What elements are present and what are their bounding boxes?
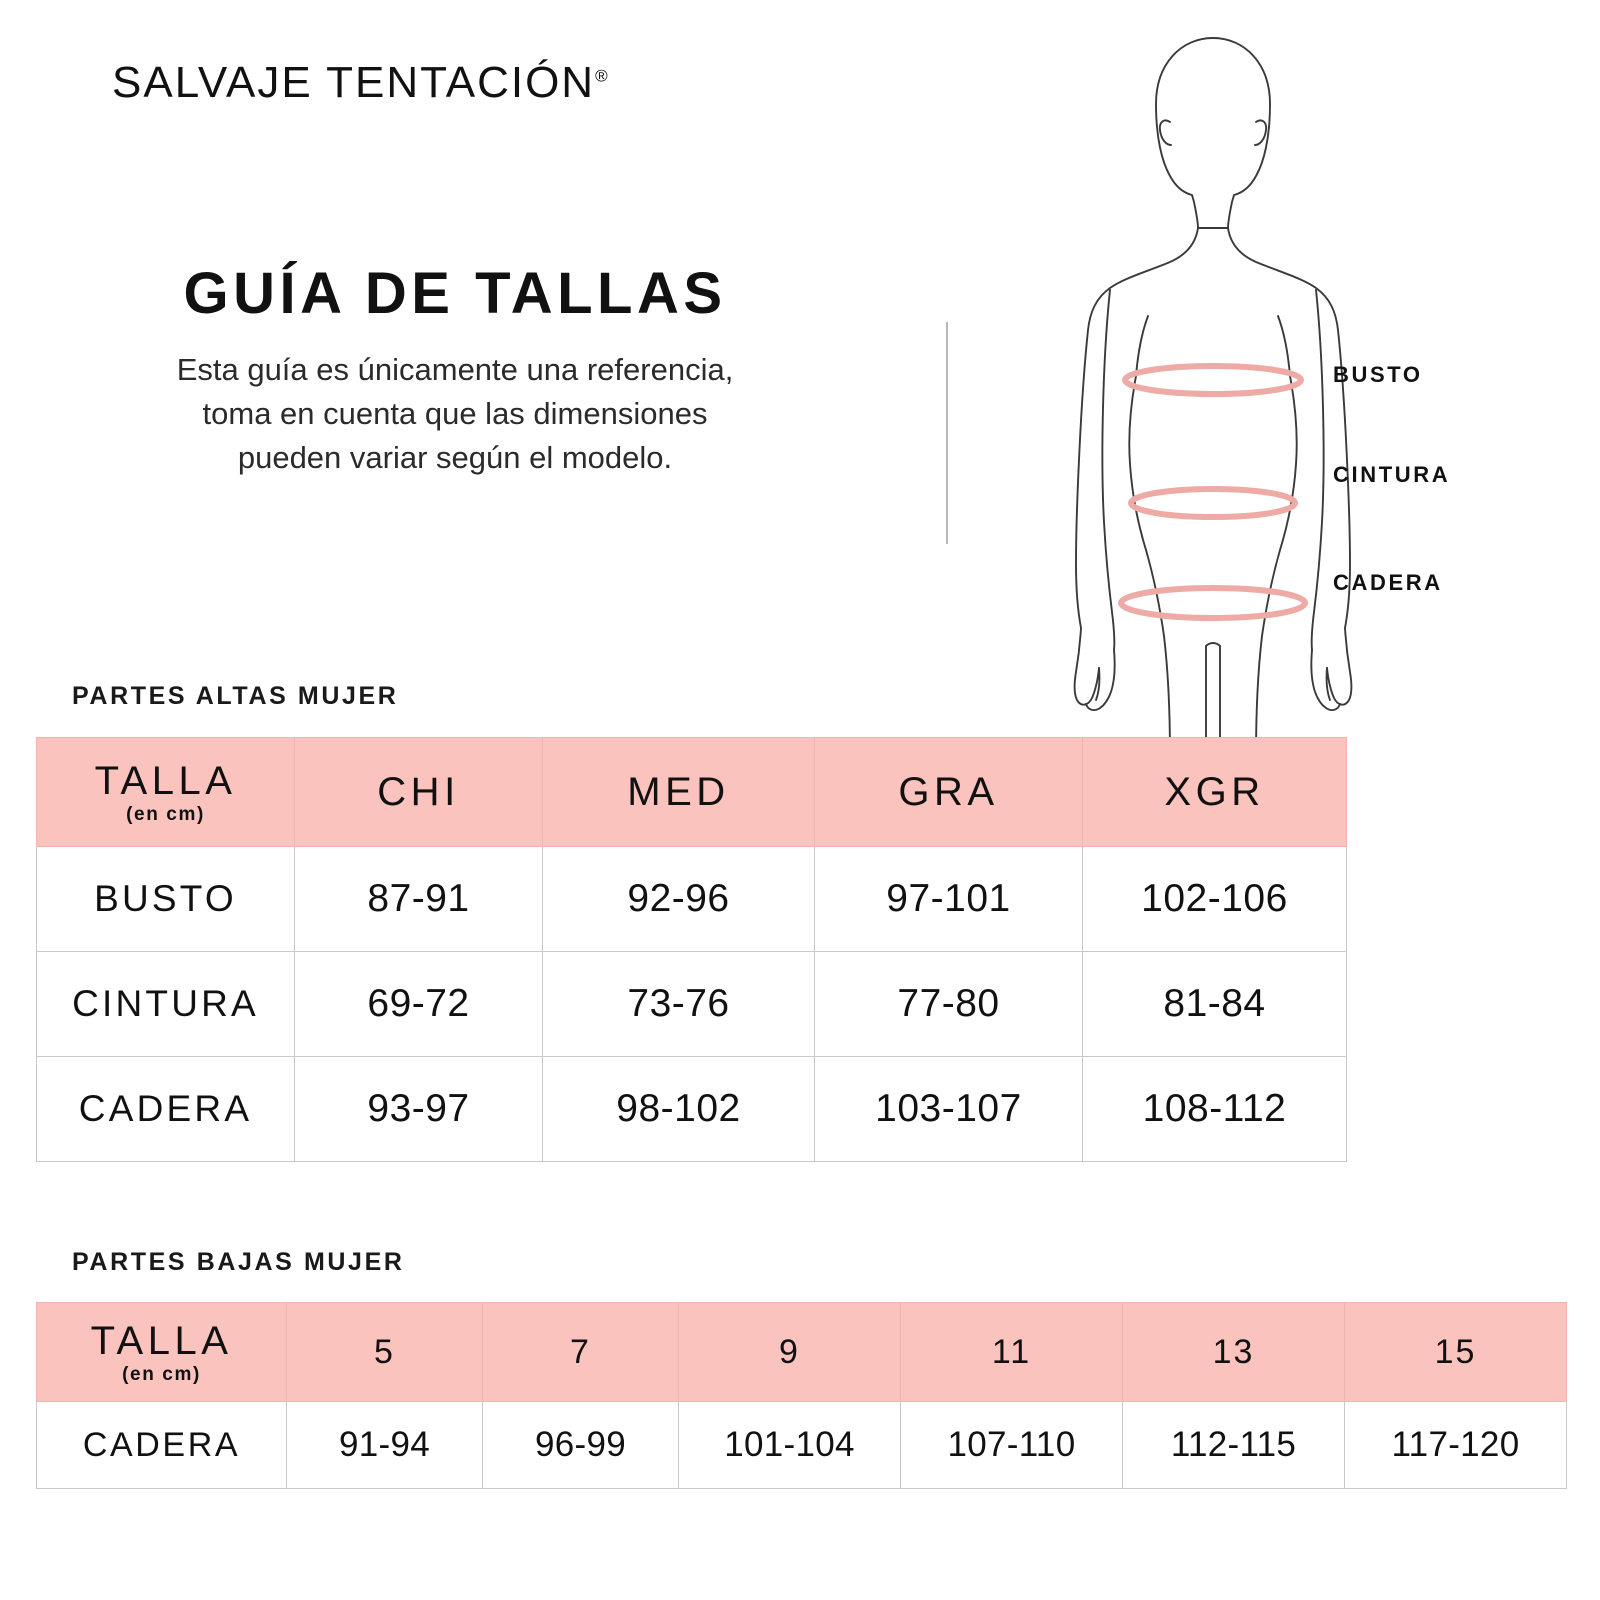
page-title: GUÍA DE TALLAS [183, 261, 727, 326]
header-talla-unit: (en cm) [126, 803, 205, 825]
cell-cintura-xgr: 81-84 [1082, 951, 1347, 1057]
vertical-divider [946, 322, 948, 544]
cell-cadera-11: 107-110 [900, 1401, 1123, 1489]
header-size-5: 5 [286, 1302, 483, 1402]
header-size-xgr: XGR [1082, 737, 1347, 847]
table-header-row: TALLA (en cm) 5 7 9 11 13 15 [36, 1302, 1567, 1402]
cell-busto-med: 92-96 [542, 846, 815, 952]
body-figure-illustration [1018, 16, 1408, 776]
cell-cadera-gra: 103-107 [814, 1056, 1083, 1162]
cell-cadera-7: 96-99 [482, 1401, 679, 1489]
header-talla: TALLA (en cm) [36, 737, 295, 847]
table-header-row: TALLA (en cm) CHI MED GRA XGR [36, 737, 1347, 847]
header-talla-label: TALLA [94, 758, 237, 803]
size-table-partes-altas: TALLA (en cm) CHI MED GRA XGR BUSTO 87-9… [36, 737, 1347, 1162]
cell-busto-gra: 97-101 [814, 846, 1083, 952]
size-table-partes-bajas: TALLA (en cm) 5 7 9 11 13 15 CADERA 91-9… [36, 1302, 1567, 1489]
header-size-7: 7 [482, 1302, 679, 1402]
female-body-outline-svg [1073, 37, 1353, 757]
header-talla-label: TALLA [90, 1318, 233, 1363]
measurement-bands [1118, 363, 1308, 621]
table-row: CINTURA 69-72 73-76 77-80 81-84 [36, 951, 1347, 1057]
intro-description: Esta guía es únicamente una referencia, … [176, 351, 734, 475]
cintura-band [1128, 486, 1298, 520]
cadera-band [1118, 585, 1308, 621]
header-size-11: 11 [900, 1302, 1123, 1402]
row-label-cadera: CADERA [36, 1056, 295, 1162]
header-talla-unit: (en cm) [122, 1363, 201, 1385]
figure-label-cintura: CINTURA [1333, 462, 1451, 487]
row-label-busto: BUSTO [36, 846, 295, 952]
table-row: BUSTO 87-91 92-96 97-101 102-106 [36, 846, 1347, 952]
registered-trademark-icon: ® [595, 66, 608, 86]
figure-label-busto: BUSTO [1333, 362, 1423, 387]
cell-cadera-med: 98-102 [542, 1056, 815, 1162]
brand-logo: SALVAJE TENTACIÓN® [112, 58, 608, 108]
row-label-cintura: CINTURA [36, 951, 295, 1057]
table-row: CADERA 91-94 96-99 101-104 107-110 112-1… [36, 1401, 1567, 1489]
header-size-13: 13 [1122, 1302, 1345, 1402]
header-talla: TALLA (en cm) [36, 1302, 287, 1402]
figure-label-cadera: CADERA [1333, 570, 1443, 595]
intro-block: GUÍA DE TALLAS Esta guía es únicamente u… [60, 262, 850, 480]
header-size-9: 9 [678, 1302, 901, 1402]
cell-busto-chi: 87-91 [294, 846, 543, 952]
table-row: CADERA 93-97 98-102 103-107 108-112 [36, 1056, 1347, 1162]
header-size-med: MED [542, 737, 815, 847]
section-caption-partes-bajas: PARTES BAJAS MUJER [72, 1248, 405, 1276]
cell-cadera-13: 112-115 [1122, 1401, 1345, 1489]
brand-name: SALVAJE TENTACIÓN [112, 58, 596, 107]
cell-cadera-15: 117-120 [1344, 1401, 1567, 1489]
cell-cadera-9: 101-104 [678, 1401, 901, 1489]
section-caption-partes-altas: PARTES ALTAS MUJER [72, 682, 399, 710]
cell-cadera-chi: 93-97 [294, 1056, 543, 1162]
header-size-gra: GRA [814, 737, 1083, 847]
header-size-15: 15 [1344, 1302, 1567, 1402]
row-label-cadera: CADERA [36, 1401, 287, 1489]
header-size-chi: CHI [294, 737, 543, 847]
cell-cadera-5: 91-94 [286, 1401, 483, 1489]
busto-band [1122, 363, 1304, 397]
cell-busto-xgr: 102-106 [1082, 846, 1347, 952]
cell-cintura-chi: 69-72 [294, 951, 543, 1057]
cell-cadera-xgr: 108-112 [1082, 1056, 1347, 1162]
cell-cintura-gra: 77-80 [814, 951, 1083, 1057]
cell-cintura-med: 73-76 [542, 951, 815, 1057]
